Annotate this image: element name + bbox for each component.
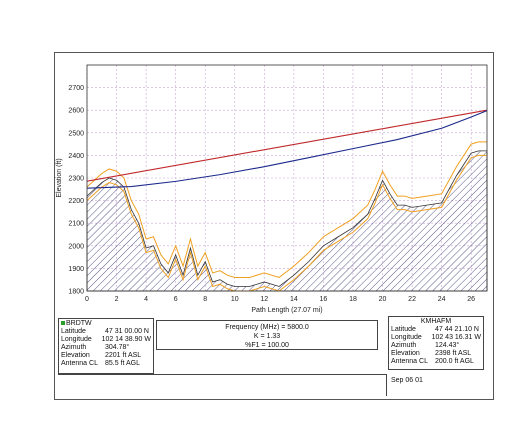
site-b-row: Azimuth 124.43° [391,342,460,349]
k-factor-label: K = 1.33 [253,333,281,340]
y-tick-label: 2000 [68,243,84,250]
y-tick-label: 2300 [68,176,84,183]
site-a-row: Elevation 2201 ft ASL [61,352,142,359]
x-axis-label: Path Length (27.07 mi) [251,307,322,314]
notes-area [58,374,386,396]
date-label: Sep 06 01 [386,374,488,396]
x-tick-label: 22 [408,296,416,303]
link-params-panel: Frequency (MHz) = 5800.0 K = 1.33 %F1 = … [156,320,378,350]
x-tick-label: 6 [174,296,178,303]
x-tick-label: 2 [115,296,119,303]
x-tick-label: 8 [203,296,207,303]
frequency-label: Frequency (MHz) = 5800.0 [225,324,309,331]
y-axis-label: Elevation (ft) [56,158,63,197]
site-a-name: BRDTW [66,320,92,327]
x-tick-label: 24 [438,296,446,303]
y-tick-label: 2100 [68,221,84,228]
y-tick-label: 2700 [68,85,84,92]
x-tick-label: 0 [85,296,89,303]
profile-frame: 1800 1900 2000 2100 2200 2300 2400 2500 2600 2700… [54,52,494,400]
site-a-row: Antenna CL 85.5 ft AGL [61,360,141,367]
y-tick-label: 2600 [68,108,84,115]
site-a-title: BRDTW [61,320,151,328]
x-tick-label: 4 [144,296,148,303]
x-tick-label: 20 [379,296,387,303]
site-b-name: KMHAFM [420,318,452,325]
site-b-row: Latitude 47 44 21.10 N [391,326,479,333]
y-tick-label: 2400 [68,153,84,160]
x-tick-label: 10 [231,296,239,303]
clearance-upper-line [86,141,487,278]
x-tick-label: 26 [467,296,475,303]
site-marker-icon [61,321,65,326]
site-a-panel: BRDTW Latitude 47 31 00.00 N Longitude 102… [58,318,154,374]
terrain-area [86,150,488,292]
x-tick-label: 18 [349,296,357,303]
x-tick-label: 14 [290,296,298,303]
y-tick-label: 1800 [68,289,84,296]
y-tick-label: 1900 [68,266,84,273]
site-a-row: Longitude 102 14 38.90 W [61,336,151,343]
x-tick-label: 12 [260,296,268,303]
y-tick-label: 2200 [68,198,84,205]
site-b-row: Antenna CL 200.0 ft AGL [391,358,474,365]
plot-border [86,64,488,292]
path-profile-chart: 1800190020002100220023002400250026002700… [56,64,488,314]
site-a-row: Azimuth 304.78° [61,344,130,351]
fresnel-percent-label: %F1 = 100.00 [245,342,289,349]
fresnel-line [86,110,488,189]
site-a-row: Latitude 47 31 00.00 N [61,328,149,335]
y-tick-label: 2500 [68,130,84,137]
x-tick-label: 16 [320,296,328,303]
line-of-sight-line [86,109,488,182]
site-b-panel: KMHAFM Latitude 47 44 21.10 N Longitude 10… [388,316,484,370]
site-b-row: Elevation 2398 ft ASL [391,350,472,357]
site-b-row: Longitude 102 43 16.31 W [391,334,481,341]
